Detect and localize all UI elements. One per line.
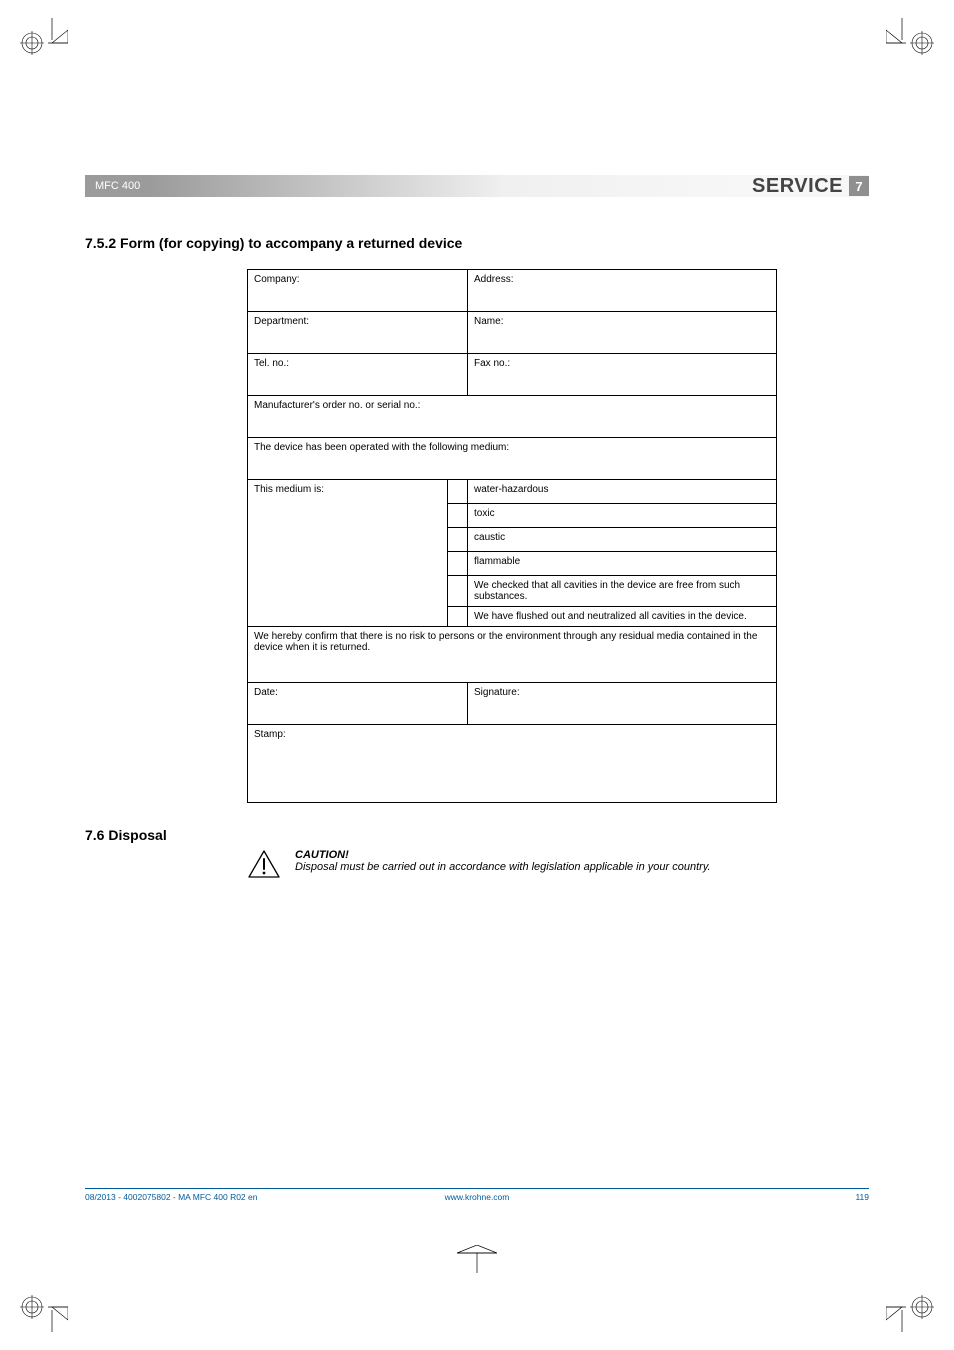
footer-right: 119 (855, 1192, 869, 1202)
address-cell[interactable]: Address: (468, 270, 777, 312)
department-cell[interactable]: Department: (248, 312, 468, 354)
mfr-order-cell[interactable]: Manufacturer's order no. or serial no.: (248, 396, 777, 438)
caution-icon (247, 849, 281, 884)
medium-row-3: flammable (468, 552, 777, 576)
return-form-table: Company: Address: Department: Name: Tel.… (247, 269, 777, 803)
caution-text: CAUTION! Disposal must be carried out in… (295, 849, 711, 873)
header-bar: MFC 400 SERVICE 7 (85, 175, 869, 197)
header-gradient (150, 175, 742, 197)
header-right: SERVICE 7 (742, 175, 869, 197)
footer-center: www.krohne.com (445, 1192, 510, 1202)
medium-check-4[interactable] (448, 576, 468, 607)
crop-mark-br (886, 1282, 936, 1332)
stamp-cell[interactable]: Stamp: (248, 725, 777, 803)
confirm-cell: We hereby confirm that there is no risk … (248, 627, 777, 683)
operated-medium-cell[interactable]: The device has been operated with the fo… (248, 438, 777, 480)
caution-title: CAUTION! (295, 849, 711, 861)
form-wrap: Company: Address: Department: Name: Tel.… (247, 269, 777, 803)
medium-check-5[interactable] (448, 607, 468, 627)
medium-row-0: water-hazardous (468, 480, 777, 504)
name-cell[interactable]: Name: (468, 312, 777, 354)
date-cell[interactable]: Date: (248, 683, 468, 725)
medium-check-1[interactable] (448, 504, 468, 528)
header-badge: 7 (849, 176, 869, 196)
footer-left: 08/2013 - 4002075802 - MA MFC 400 R02 en (85, 1192, 257, 1202)
medium-is-cell: This medium is: (248, 480, 448, 627)
header-product: MFC 400 (85, 175, 150, 197)
medium-row-4: We checked that all cavities in the devi… (468, 576, 777, 607)
medium-row-5: We have flushed out and neutralized all … (468, 607, 777, 627)
crop-mark-tl (18, 18, 68, 68)
medium-check-0[interactable] (448, 480, 468, 504)
company-cell[interactable]: Company: (248, 270, 468, 312)
section-heading: 7.5.2 Form (for copying) to accompany a … (85, 235, 869, 251)
fold-mark (457, 1245, 497, 1280)
page-content: 7.5.2 Form (for copying) to accompany a … (85, 235, 869, 884)
caution-body: Disposal must be carried out in accordan… (295, 861, 711, 873)
caution-block: CAUTION! Disposal must be carried out in… (247, 849, 869, 884)
medium-row-2: caustic (468, 528, 777, 552)
medium-row-1: toxic (468, 504, 777, 528)
crop-mark-tr (886, 18, 936, 68)
medium-check-3[interactable] (448, 552, 468, 576)
crop-mark-bl (18, 1282, 68, 1332)
footer: 08/2013 - 4002075802 - MA MFC 400 R02 en… (85, 1188, 869, 1202)
fax-cell[interactable]: Fax no.: (468, 354, 777, 396)
medium-check-2[interactable] (448, 528, 468, 552)
header-title: SERVICE (752, 175, 843, 198)
tel-cell[interactable]: Tel. no.: (248, 354, 468, 396)
disposal-heading: 7.6 Disposal (85, 827, 869, 843)
signature-cell[interactable]: Signature: (468, 683, 777, 725)
